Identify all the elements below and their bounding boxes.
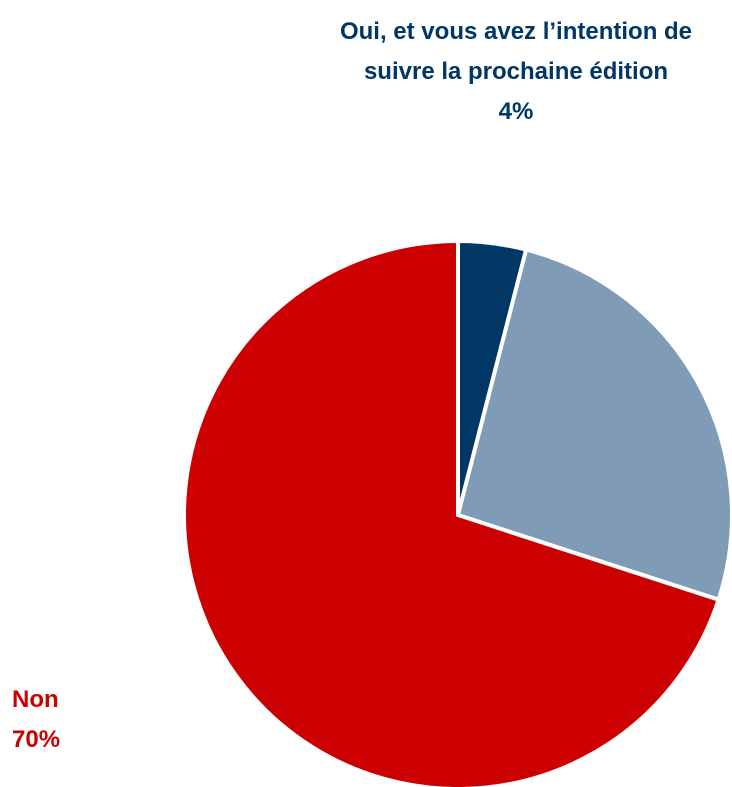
pie-slice	[182, 238, 722, 787]
slice-label: Oui, et vous avez l’intention de suivre …	[324, 12, 708, 132]
category-label: Non	[12, 686, 59, 713]
slice-label: Non 70%	[12, 680, 60, 760]
category-label: Oui, et vous avez l’intention de suivre …	[339, 18, 693, 85]
value-label: 70%	[12, 726, 61, 753]
value-label: 4%	[498, 98, 534, 125]
pie-slice	[455, 247, 732, 603]
